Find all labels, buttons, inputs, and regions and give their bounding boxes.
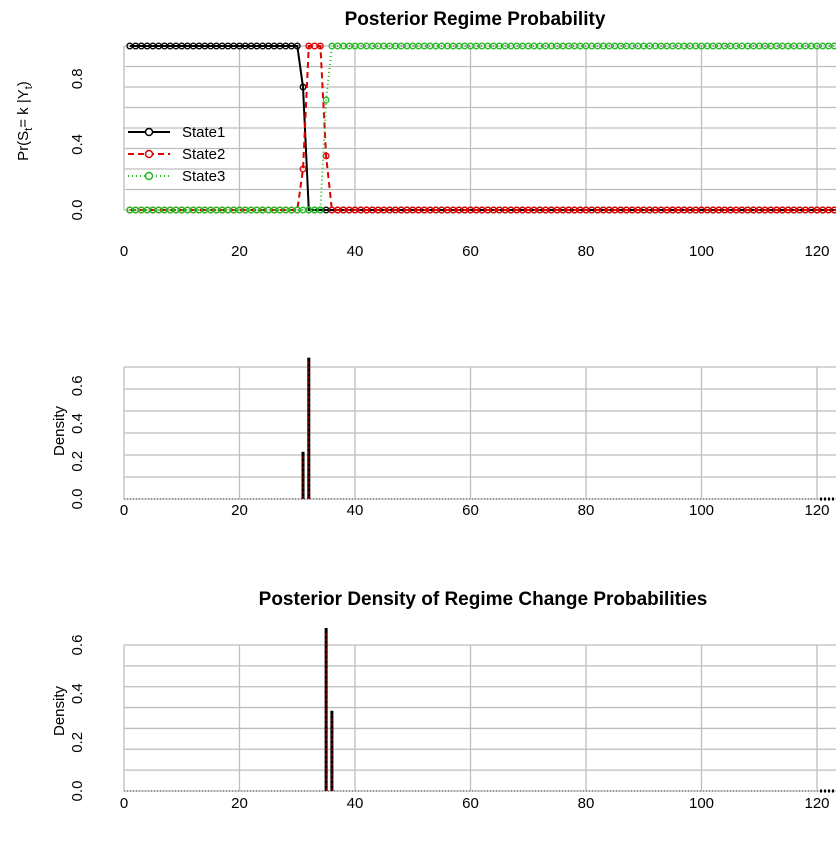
regime-change-density-panel-1: Density 0 20 40 60 80 100 120 0.0 0.2 0.4 0.6 <box>51 357 836 519</box>
data-point-state2 <box>299 165 307 173</box>
legend-label: State3 <box>182 168 225 185</box>
y-tick-label: 0.0 <box>69 200 86 221</box>
x-tick-label: 100 <box>689 502 714 519</box>
chart-title: Posterior Density of Regime Change Proba… <box>259 589 708 610</box>
x-tick-label: 100 <box>689 795 714 812</box>
x-tick-label: 20 <box>231 502 248 519</box>
y-tick-label: 0.2 <box>69 732 86 753</box>
x-tick-label: 100 <box>689 243 714 260</box>
data-point-state3 <box>322 96 330 104</box>
x-tick-label: 120 <box>804 502 829 519</box>
x-tick-label: 20 <box>231 243 248 260</box>
x-tick-label: 80 <box>578 502 595 519</box>
y-axis-label: Density <box>51 685 68 736</box>
x-tick-label: 40 <box>347 795 364 812</box>
y-tick-label: 0.2 <box>69 451 86 472</box>
legend-label: State1 <box>182 124 225 141</box>
x-tick-label: 0 <box>120 502 128 519</box>
y-tick-label: 0.4 <box>69 683 86 704</box>
data-point-state3 <box>830 42 836 50</box>
legend-swatch-marker <box>144 171 154 181</box>
x-tick-label: 120 <box>804 243 829 260</box>
x-tick-label: 60 <box>462 502 479 519</box>
legend: State1 State2 State3 <box>128 124 225 185</box>
x-tick-label: 40 <box>347 243 364 260</box>
y-tick-label: 0.6 <box>69 635 86 656</box>
chart-title: Posterior Regime Probability <box>345 9 606 30</box>
legend-swatch-marker <box>144 127 154 137</box>
data-point-state1 <box>293 42 301 50</box>
y-tick-label: 0.8 <box>69 68 86 89</box>
x-tick-label: 0 <box>120 243 128 260</box>
y-tick-label: 0.4 <box>69 413 86 434</box>
x-tick-label: 60 <box>462 795 479 812</box>
data-point-state2 <box>830 206 836 214</box>
legend-label: State2 <box>182 146 225 163</box>
y-axis-label: Density <box>51 405 68 456</box>
y-tick-label: 0.4 <box>69 134 86 155</box>
x-tick-label: 80 <box>578 795 595 812</box>
y-axis-label: Pr(St= k |Yt) <box>15 81 35 161</box>
data-point-state1 <box>299 83 307 91</box>
regime-probability-panel: Posterior Regime Probability Pr(St= k |Y… <box>15 9 836 260</box>
y-tick-label: 0.0 <box>69 489 86 510</box>
data-point-state2 <box>316 42 324 50</box>
y-tick-label: 0.6 <box>69 375 86 396</box>
x-tick-label: 20 <box>231 795 248 812</box>
x-tick-label: 60 <box>462 243 479 260</box>
data-point-state3 <box>316 206 324 214</box>
regime-change-density-panel-2: Posterior Density of Regime Change Proba… <box>51 589 836 812</box>
y-tick-label: 0.0 <box>69 781 86 802</box>
legend-swatch-marker <box>144 149 154 159</box>
x-tick-label: 40 <box>347 502 364 519</box>
x-tick-label: 0 <box>120 795 128 812</box>
x-tick-label: 120 <box>804 795 829 812</box>
x-tick-label: 80 <box>578 243 595 260</box>
